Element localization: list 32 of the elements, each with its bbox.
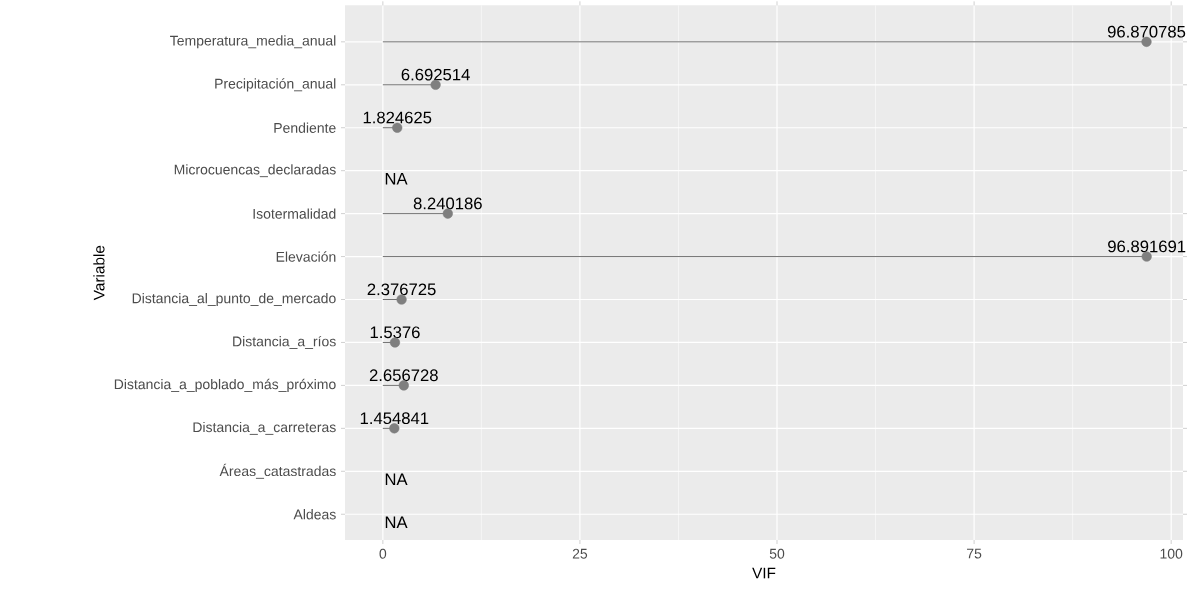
- text: NA: [385, 172, 408, 185]
- point: [389, 423, 400, 434]
- data-label: 6.692514: [401, 68, 470, 81]
- x-tick-label: 75: [967, 548, 982, 559]
- y-tick-label: Isotermalidad: [253, 208, 336, 219]
- y-tick-label: Aldeas: [293, 509, 336, 520]
- data-label: 1.454841: [360, 412, 429, 425]
- y-tick-label: Temperatura_media_anual: [170, 35, 336, 49]
- data-label: 1.5376: [370, 326, 420, 339]
- data-label: 8.240186: [413, 197, 482, 210]
- y-tick-label: Microcuencas_declaradas: [174, 164, 336, 178]
- y-tick-label: Distancia_a_ríos: [233, 335, 336, 349]
- text: NA: [385, 516, 408, 528]
- x-tick-label: 100: [1160, 548, 1183, 559]
- y-axis-title: Variable: [93, 245, 105, 301]
- x-tick-label: 25: [572, 548, 588, 559]
- y-tick-label: Precipitación_anual: [215, 78, 336, 92]
- y-tick-label: Elevación: [276, 251, 336, 262]
- text: NA: [385, 473, 408, 486]
- data-label: 2.376725: [367, 283, 436, 296]
- x-tick-label: 0: [379, 548, 387, 559]
- y-tick-label: Áreas_catastradas: [219, 463, 336, 479]
- data-label: 2.656728: [369, 369, 438, 382]
- y-tick-label: Distancia_a_carreteras: [193, 421, 336, 435]
- data-label: 96.870785: [1107, 25, 1186, 38]
- data-label: 1.824625: [363, 111, 432, 124]
- y-tick-label: Distancia_al_punto_de_mercado: [132, 292, 336, 307]
- y-tick-label: Pendiente: [274, 122, 336, 133]
- y-tick-label: Distancia_a_poblado_más_próximo: [114, 378, 336, 393]
- data-label: 96.891691: [1108, 240, 1186, 253]
- x-tick-label: 50: [769, 548, 785, 559]
- x-axis-title: VIF: [752, 567, 776, 579]
